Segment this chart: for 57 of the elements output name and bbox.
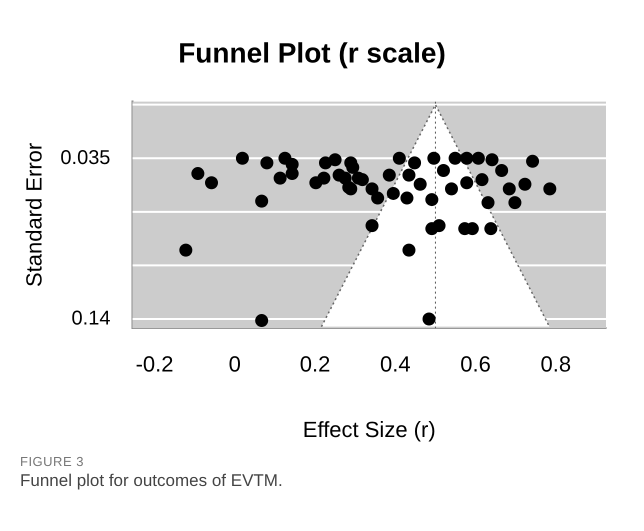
x-tick-label: 0.6 — [460, 351, 491, 376]
point — [414, 178, 427, 191]
point — [255, 314, 268, 328]
point — [260, 156, 274, 170]
point — [448, 152, 462, 165]
point — [436, 164, 450, 177]
point — [382, 168, 396, 182]
point — [425, 193, 438, 206]
point — [475, 173, 488, 186]
point — [495, 164, 508, 177]
point — [482, 196, 495, 210]
point — [486, 153, 499, 166]
point — [286, 167, 299, 180]
point — [432, 219, 446, 232]
point — [392, 152, 406, 165]
chart-title: Funnel Plot (r scale) — [178, 38, 446, 69]
point — [191, 167, 204, 180]
point — [402, 168, 416, 182]
x-tick-label: -0.2 — [136, 351, 174, 376]
point — [460, 152, 474, 165]
point — [472, 152, 485, 165]
x-tick-label: 0 — [228, 351, 241, 376]
caption: FIGURE 3 — [20, 454, 85, 469]
x-tick-label: 0.2 — [300, 351, 330, 376]
text: Funnel plot for outcomes of EVTM. — [20, 471, 284, 491]
x-axis-title: Effect Size (r) — [302, 416, 436, 442]
point — [460, 176, 474, 190]
point — [274, 172, 287, 185]
y-tick-label: 0.035 — [60, 146, 110, 169]
y-tick-label: 0.14 — [72, 308, 110, 330]
point — [526, 154, 540, 168]
point — [508, 196, 522, 210]
point — [338, 172, 352, 185]
point — [484, 222, 498, 236]
point — [408, 156, 422, 170]
y-axis-title: Standard Error — [21, 142, 46, 288]
point — [386, 186, 400, 200]
point — [255, 194, 268, 208]
point — [444, 182, 458, 196]
point — [543, 182, 556, 196]
point — [422, 312, 436, 326]
point — [371, 192, 384, 205]
point — [400, 192, 414, 205]
x-tick-label: 0.4 — [380, 351, 411, 376]
point — [402, 244, 416, 257]
point — [205, 176, 218, 190]
point — [236, 152, 249, 165]
point — [328, 153, 342, 166]
point — [518, 178, 532, 191]
point — [502, 182, 516, 196]
x-tick-label: 0.8 — [540, 351, 572, 376]
point — [317, 172, 330, 185]
point — [427, 152, 440, 165]
point — [366, 182, 379, 196]
point — [366, 219, 379, 232]
point — [344, 156, 358, 170]
point — [179, 244, 192, 257]
